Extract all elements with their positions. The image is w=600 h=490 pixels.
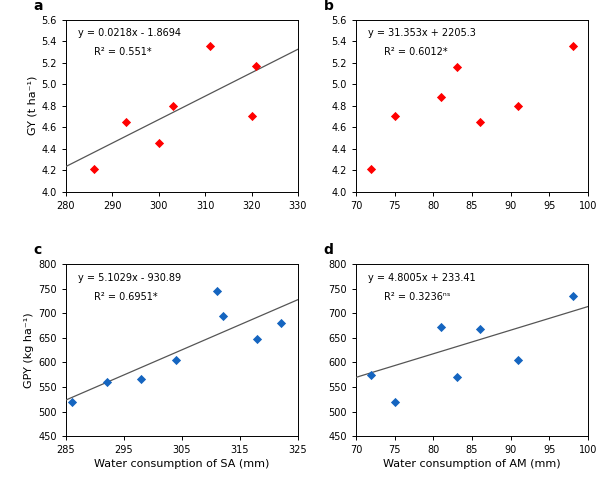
Point [212, 287, 221, 295]
Point [172, 356, 181, 364]
Point [514, 102, 523, 110]
Point [253, 335, 262, 343]
Point [67, 398, 77, 406]
Y-axis label: GPY (kg ha⁻¹): GPY (kg ha⁻¹) [24, 312, 34, 388]
Text: a: a [34, 0, 43, 13]
Text: R² = 0.551*: R² = 0.551* [94, 47, 151, 57]
Point [568, 43, 577, 50]
Point [218, 312, 227, 319]
Point [154, 139, 164, 147]
Point [367, 165, 376, 173]
Point [514, 356, 523, 364]
Point [475, 118, 485, 126]
Text: y = 0.0218x - 1.8694: y = 0.0218x - 1.8694 [77, 28, 181, 38]
Point [390, 398, 400, 406]
Point [122, 118, 131, 126]
Point [436, 93, 446, 101]
Text: d: d [323, 243, 334, 257]
Point [102, 378, 112, 386]
Point [168, 102, 178, 110]
Point [137, 375, 146, 383]
X-axis label: Water consumption of SA (mm): Water consumption of SA (mm) [94, 459, 269, 469]
Text: y = 31.353x + 2205.3: y = 31.353x + 2205.3 [368, 28, 475, 38]
Point [205, 43, 215, 50]
Point [276, 319, 286, 327]
Point [89, 165, 98, 173]
Point [390, 113, 400, 121]
Point [367, 371, 376, 379]
Point [247, 113, 256, 121]
Point [452, 373, 461, 381]
Text: R² = 0.3236ⁿˢ: R² = 0.3236ⁿˢ [384, 292, 451, 301]
X-axis label: Water consumption of AM (mm): Water consumption of AM (mm) [383, 459, 561, 469]
Point [436, 323, 446, 331]
Point [568, 292, 577, 300]
Point [251, 62, 261, 70]
Point [452, 63, 461, 71]
Text: R² = 0.6951*: R² = 0.6951* [94, 292, 157, 301]
Text: y = 4.8005x + 233.41: y = 4.8005x + 233.41 [368, 272, 475, 283]
Text: c: c [34, 243, 42, 257]
Y-axis label: GY (t ha⁻¹): GY (t ha⁻¹) [28, 76, 37, 135]
Point [475, 325, 485, 333]
Text: y = 5.1029x - 930.89: y = 5.1029x - 930.89 [77, 272, 181, 283]
Text: R² = 0.6012*: R² = 0.6012* [384, 47, 448, 57]
Text: b: b [323, 0, 334, 13]
